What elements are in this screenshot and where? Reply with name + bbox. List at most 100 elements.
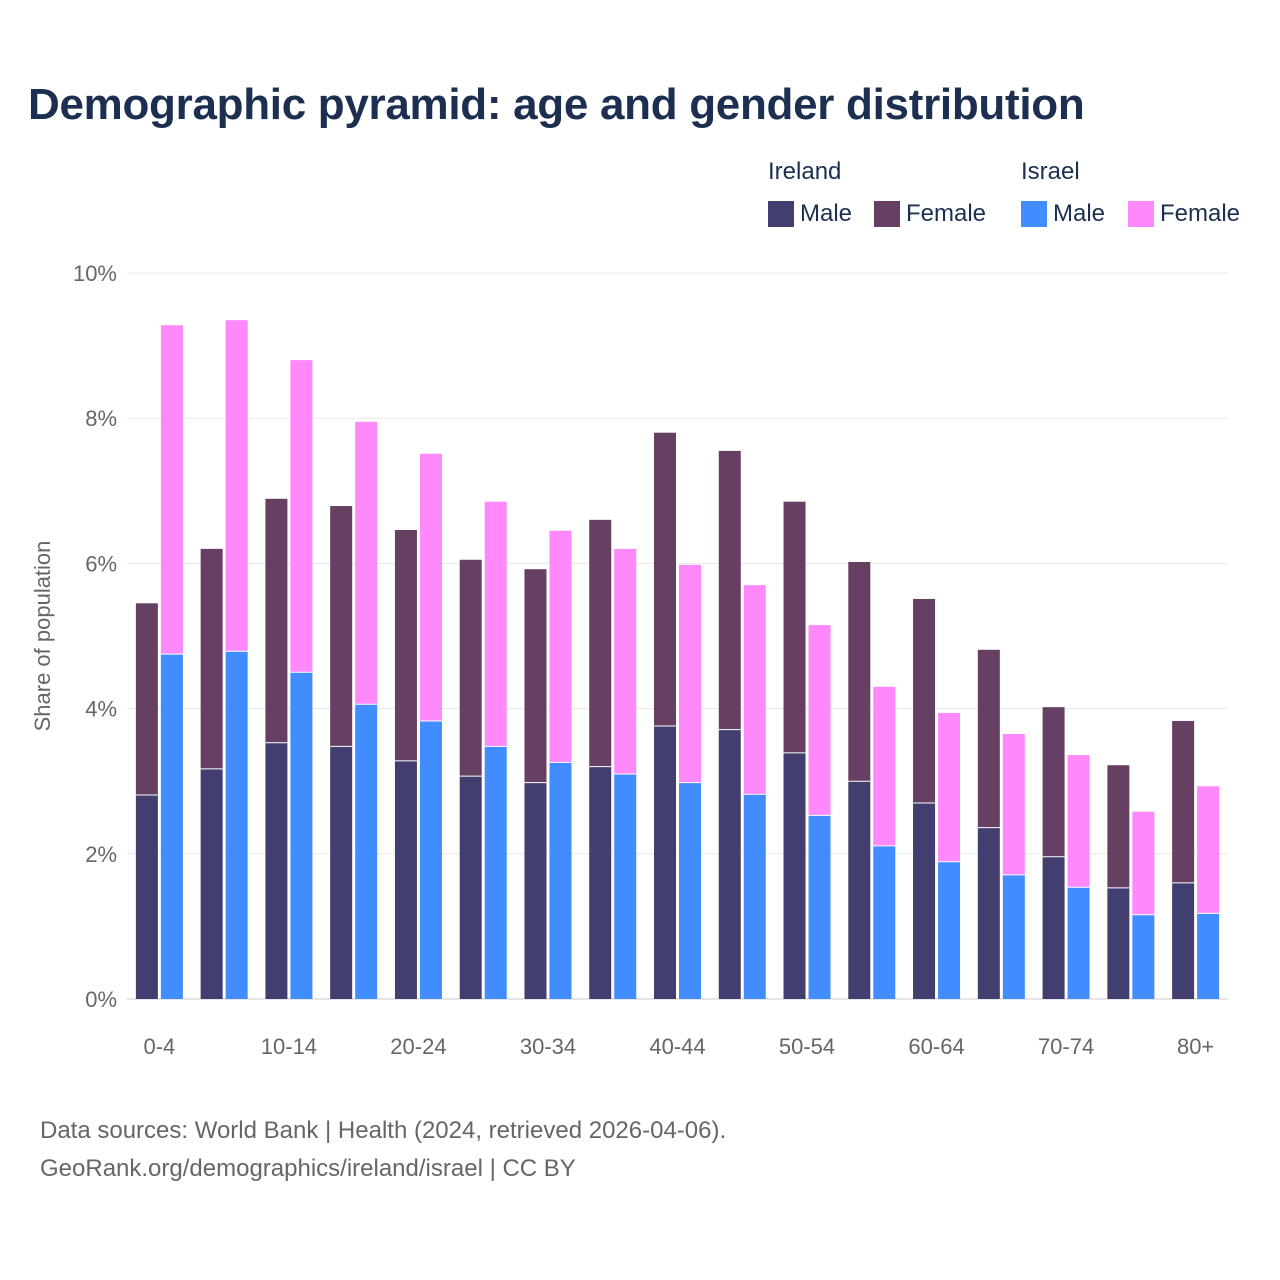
bar-israel-male (743, 794, 766, 999)
bar-israel-male (938, 861, 961, 999)
legend-swatch (768, 201, 794, 227)
bar-israel-male (225, 651, 248, 999)
legend-label: Male (800, 200, 853, 227)
bar-ireland-female (977, 649, 1000, 828)
legend-ireland-female: Female (874, 200, 986, 228)
bar-ireland-male (394, 760, 417, 999)
bar-ireland-male (200, 768, 223, 999)
legend-swatch (1128, 201, 1154, 227)
bar-israel-female (290, 360, 313, 673)
y-tick-label: 2% (85, 842, 117, 867)
legend-label: Male (1053, 200, 1106, 227)
x-tick-label: 0-4 (143, 1034, 175, 1059)
bar-ireland-female (330, 506, 353, 747)
x-tick-label: 50-54 (779, 1034, 835, 1059)
bar-israel-female (679, 564, 701, 783)
bar-ireland-male (135, 794, 158, 999)
bar-ireland-male (459, 776, 482, 999)
bar-ireland-female (589, 519, 612, 767)
x-tick-label: 70-74 (1038, 1034, 1094, 1059)
bar-israel-female (484, 501, 507, 747)
bar-israel-female (938, 712, 961, 862)
y-tick-label: 4% (85, 697, 117, 722)
bar-israel-male (290, 672, 313, 999)
bar-ireland-female (459, 559, 482, 777)
y-tick-label: 0% (85, 987, 117, 1012)
bar-ireland-male (718, 729, 741, 999)
chart-title: Demographic pyramid: age and gender dist… (28, 80, 1085, 129)
footer-credit: GeoRank.org/demographics/ireland/israel … (40, 1155, 576, 1182)
bar-ireland-female (524, 569, 547, 783)
legend-israel-female: Female (1128, 200, 1240, 228)
bar-israel-female (160, 325, 183, 655)
bar-ireland-female (394, 530, 417, 761)
bar-ireland-male (330, 746, 353, 999)
bar-ireland-male (1107, 887, 1130, 999)
bar-ireland-female (848, 561, 871, 782)
legend-israel-male: Male (1021, 200, 1105, 228)
bar-ireland-female (1042, 707, 1065, 857)
footer-source: Data sources: World Bank | Health (2024,… (40, 1117, 727, 1144)
bar-ireland-male (783, 752, 806, 999)
bar-israel-male (873, 845, 896, 999)
bar-israel-male (679, 782, 701, 999)
bar-israel-female (549, 530, 572, 763)
bar-israel-female (873, 686, 896, 846)
bar-israel-female (614, 548, 637, 774)
legend-label: Female (1160, 200, 1241, 227)
bar-ireland-female (200, 548, 223, 769)
legend-group-ireland: Ireland (768, 158, 842, 185)
bar-israel-female (1197, 786, 1220, 914)
legend-ireland-male: Male (768, 200, 852, 228)
x-tick-label: 10-14 (261, 1034, 317, 1059)
bar-ireland-male (265, 742, 288, 999)
bar-ireland-female (265, 498, 288, 743)
bar-ireland-female (1172, 720, 1195, 883)
bar-ireland-male (1172, 882, 1195, 999)
bar-ireland-female (135, 603, 158, 795)
bar-ireland-male (524, 782, 547, 999)
bar-israel-female (419, 453, 442, 721)
y-tick-label: 8% (85, 406, 117, 431)
y-tick-label: 6% (85, 551, 117, 576)
bar-israel-male (419, 720, 442, 999)
y-tick-label: 10% (73, 261, 117, 286)
bar-ireland-female (718, 450, 741, 730)
bar-ireland-male (589, 766, 612, 999)
bar-israel-male (1132, 914, 1155, 999)
legend-swatch (1021, 201, 1047, 227)
bar-israel-male (355, 704, 378, 999)
legend-group-israel: Israel (1021, 158, 1080, 185)
bar-israel-male (160, 654, 183, 999)
bar-ireland-male (654, 726, 676, 999)
bar-ireland-female (654, 432, 676, 727)
bar-ireland-female (783, 501, 806, 753)
bar-israel-female (355, 421, 378, 705)
bar-israel-female (808, 625, 831, 816)
bar-ireland-male (848, 781, 871, 999)
bar-israel-female (743, 585, 766, 795)
bar-israel-male (614, 773, 637, 999)
bar-ireland-male (977, 827, 1000, 999)
x-tick-label: 20-24 (390, 1034, 446, 1059)
bar-israel-female (1132, 811, 1155, 915)
bar-israel-male (1067, 887, 1090, 999)
x-tick-label: 80+ (1177, 1034, 1214, 1059)
legend-label: Female (906, 200, 987, 227)
bar-israel-male (484, 746, 507, 999)
bar-israel-female (1002, 734, 1025, 875)
bar-ireland-female (913, 598, 936, 803)
bar-israel-male (1197, 913, 1220, 999)
bar-israel-female (1067, 755, 1090, 888)
bar-ireland-female (1107, 765, 1130, 888)
bar-israel-male (549, 762, 572, 999)
bar-israel-female (225, 320, 248, 652)
y-axis-label: Share of population (30, 541, 55, 732)
legend-swatch (874, 201, 900, 227)
x-tick-label: 60-64 (908, 1034, 964, 1059)
bar-ireland-male (1042, 856, 1065, 999)
x-tick-label: 30-34 (520, 1034, 576, 1059)
bar-israel-male (808, 815, 831, 999)
